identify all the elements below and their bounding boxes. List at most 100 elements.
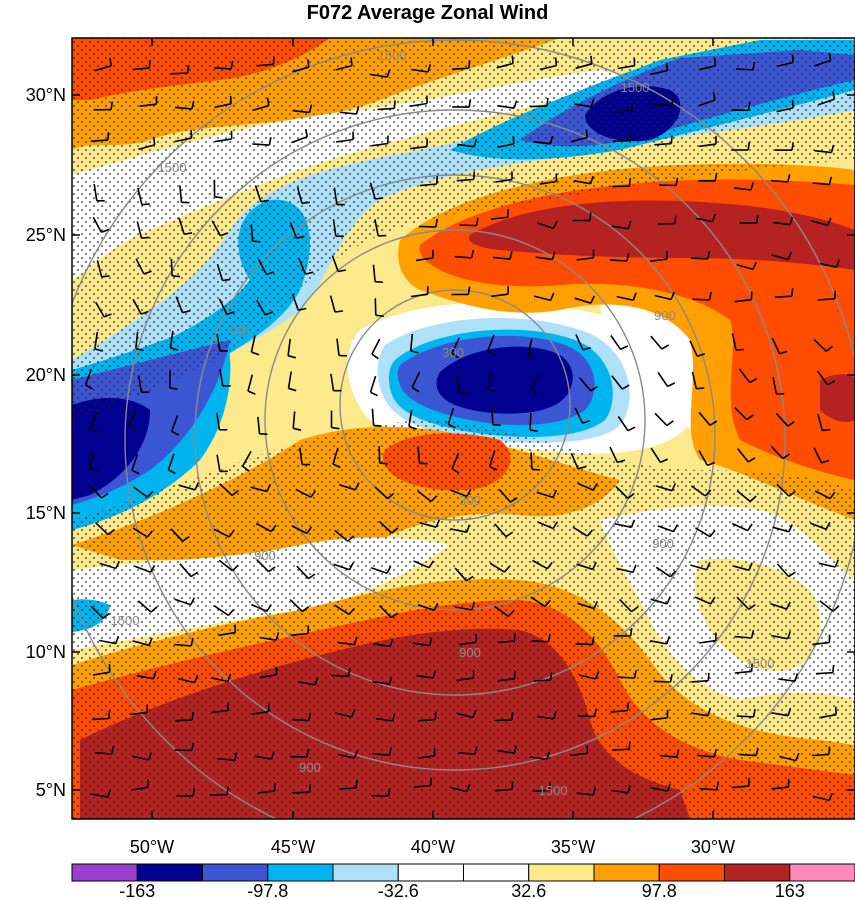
wind-barb-shaft — [774, 295, 792, 298]
wind-barb-shaft — [734, 298, 752, 303]
wind-barb-shaft — [771, 786, 789, 790]
wind-barb-flag — [353, 636, 358, 645]
wind-barb-flag — [627, 492, 635, 499]
wind-barb-shaft — [170, 528, 184, 542]
wind-barb-shaft — [336, 338, 340, 356]
wind-barb-flag — [332, 463, 341, 469]
contour-label: 900 — [254, 548, 276, 563]
wind-barb-shaft — [168, 370, 171, 388]
wind-barb-shaft — [498, 488, 512, 503]
wind-barb-shaft — [411, 371, 421, 388]
contour-label: 1500 — [111, 613, 140, 628]
wind-barb-flag — [109, 57, 112, 66]
wind-barb-shaft — [450, 489, 468, 498]
colorbar-label: -97.8 — [247, 881, 288, 900]
wind-barb-flag — [172, 275, 181, 278]
wind-barb-shaft — [287, 338, 291, 356]
wind-barb-shaft — [491, 293, 509, 298]
wind-barb-flag — [128, 425, 137, 431]
wind-barb-flag — [103, 313, 112, 318]
wind-barb-shaft — [736, 490, 751, 503]
wind-barb-flag — [189, 597, 196, 606]
wind-barb-shaft — [818, 562, 836, 568]
wind-barb-flag — [110, 746, 115, 755]
wind-barb-flag — [670, 135, 673, 144]
lat-label: 25°N — [26, 225, 66, 245]
wind-barb-flag — [791, 99, 794, 108]
wind-barb-shaft — [378, 604, 392, 619]
wind-barb-shaft — [371, 408, 375, 426]
wind-barb-flag — [102, 612, 110, 619]
wind-barb-flag — [287, 354, 297, 359]
wind-barb-shaft — [291, 525, 308, 535]
wind-barb-shaft — [736, 263, 754, 271]
wind-barb-flag — [746, 414, 754, 421]
wind-barb-shaft — [694, 596, 712, 605]
wind-barb-flag — [531, 390, 539, 396]
wind-barb-shaft — [257, 259, 268, 275]
wind-barb-flag — [748, 603, 756, 610]
wind-barb-shaft — [650, 335, 663, 350]
wind-barb-flag — [621, 384, 630, 390]
wind-barb-shaft — [813, 338, 827, 352]
wind-barb-shaft — [536, 222, 554, 230]
wind-barb-shaft — [659, 754, 677, 758]
wind-barb-flag — [787, 707, 792, 716]
wind-barb-flag — [666, 596, 672, 605]
wind-barb-flag — [471, 602, 476, 611]
wind-barb-shaft — [450, 528, 467, 533]
wind-barb-flag — [388, 676, 393, 685]
wind-barb-shaft — [537, 521, 554, 530]
wind-barb-shaft — [654, 412, 668, 427]
wind-barb-shaft — [96, 260, 103, 277]
wind-barb-flag — [226, 673, 232, 682]
wind-barb-flag — [549, 292, 555, 301]
wind-barb-flag — [379, 462, 388, 465]
wind-barb-shaft — [495, 788, 513, 792]
wind-barb-flag — [711, 213, 716, 222]
contour-label: 900 — [652, 536, 674, 551]
wind-barb-flag — [148, 637, 153, 646]
wind-barb-shaft — [575, 63, 593, 70]
lat-label: 5°N — [36, 780, 66, 800]
wind-barb-shaft — [213, 605, 229, 617]
wind-barb-flag — [107, 528, 115, 536]
wind-barb-flag — [747, 102, 751, 111]
wind-barb-shaft — [88, 451, 95, 469]
wind-barb-shaft — [417, 446, 421, 464]
wind-barb-flag — [347, 535, 355, 542]
lon-label: 30°W — [691, 837, 735, 857]
wind-barb-flag — [107, 132, 110, 141]
wind-barb-flag — [590, 98, 595, 108]
wind-barb-flag — [101, 492, 109, 499]
wind-barb-flag — [229, 95, 232, 104]
colorbar-swatch — [463, 863, 530, 882]
wind-barb-flag — [747, 523, 753, 532]
wind-barb-shaft — [653, 680, 671, 683]
colorbar-label: 32.6 — [511, 881, 546, 900]
wind-barb-shaft — [698, 411, 711, 426]
wind-barb-flag — [590, 385, 598, 392]
wind-barb-flag — [288, 387, 297, 392]
wind-barb-flag — [447, 423, 456, 429]
wind-barb-shaft — [292, 109, 310, 114]
wind-barb-flag — [590, 55, 593, 64]
wind-barb-flag — [825, 521, 831, 530]
wind-barb-flag — [306, 748, 310, 757]
wind-barb-shaft — [369, 375, 377, 393]
wind-barb-shaft — [772, 526, 790, 533]
wind-barb-flag — [226, 786, 229, 795]
wind-barb-flag — [149, 564, 156, 573]
wind-barb-flag — [466, 524, 471, 533]
wind-barb-shaft — [527, 338, 533, 356]
wind-barb-flag — [474, 746, 478, 755]
wind-barb-shaft — [178, 484, 196, 491]
wind-barb-shaft — [578, 674, 596, 680]
wind-barb-flag — [468, 99, 472, 108]
wind-barb-flag — [148, 59, 151, 69]
wind-barb-flag — [190, 130, 193, 139]
wind-barb-flag — [822, 428, 831, 432]
wind-barb-shaft — [298, 681, 316, 686]
wind-barb-shaft — [698, 99, 716, 107]
wind-barb-flag — [337, 269, 347, 273]
